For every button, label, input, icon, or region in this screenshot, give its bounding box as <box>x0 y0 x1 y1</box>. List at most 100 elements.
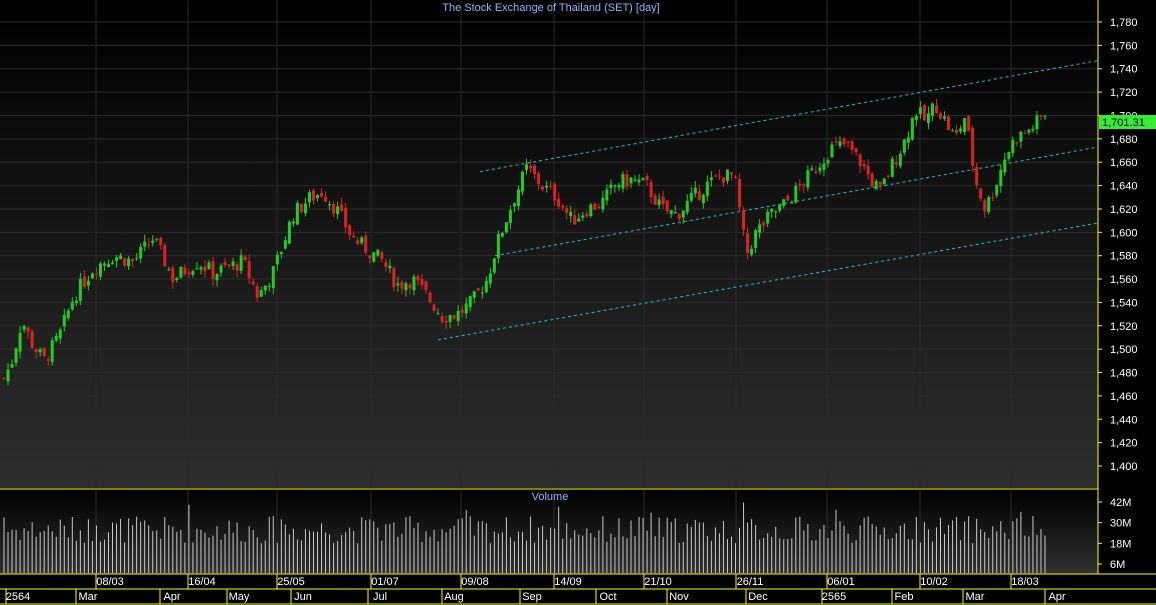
candle-body <box>448 315 452 322</box>
candle-body <box>625 174 629 187</box>
candle-body <box>1043 116 1047 118</box>
candle-body <box>786 195 790 201</box>
candle-body <box>545 185 549 188</box>
candle-body <box>975 166 979 186</box>
candle-body <box>770 208 774 212</box>
last-price-marker: 1,701.31 <box>1099 115 1156 129</box>
candle-body <box>102 263 106 266</box>
candle-body <box>267 285 271 287</box>
candle-body <box>231 261 235 266</box>
candle-body <box>279 251 283 254</box>
price-tick-label: 1,740 <box>1110 64 1138 76</box>
candle-body <box>54 335 58 341</box>
candle-body <box>838 141 842 146</box>
candle-body <box>537 173 541 185</box>
candle-body <box>854 148 858 152</box>
candle-body <box>94 273 98 275</box>
price-tick-label: 1,560 <box>1110 274 1138 286</box>
date-tick-label: 10/02 <box>920 576 948 588</box>
candle-body <box>633 179 637 181</box>
candle-body <box>553 184 557 201</box>
candle-body <box>86 280 90 286</box>
candle-body <box>356 240 360 245</box>
candle-body <box>983 200 987 212</box>
candle-body <box>577 218 581 222</box>
candle-body <box>243 256 247 261</box>
candle-body <box>22 325 26 330</box>
candle-body <box>175 278 179 281</box>
candle-body <box>918 107 922 115</box>
volume-tick-label: 18M <box>1110 538 1131 550</box>
price-tick-label: 1,540 <box>1110 297 1138 309</box>
candle-body <box>685 201 689 213</box>
candle-body <box>500 232 504 237</box>
candle-body <box>930 103 934 116</box>
candle-body <box>693 187 697 194</box>
candle-body <box>734 177 738 179</box>
candle-body <box>151 240 155 243</box>
candle-body <box>291 221 295 224</box>
candle-body <box>798 183 802 186</box>
candle-body <box>778 204 782 211</box>
candle-body <box>295 202 299 225</box>
candle-body <box>464 303 468 314</box>
date-tick-label: 25/05 <box>277 576 305 588</box>
candle-body <box>30 331 34 349</box>
candle-body <box>750 248 754 255</box>
candle-body <box>131 258 135 261</box>
candle-body <box>862 164 866 167</box>
candle-body <box>874 181 878 190</box>
candle-body <box>255 286 259 298</box>
month-tick-label: Oct <box>599 591 616 603</box>
candle-body <box>709 177 713 181</box>
candle-body <box>452 315 456 319</box>
month-tick-label: 2564 <box>6 591 30 603</box>
month-tick-label: Mar <box>966 591 985 603</box>
candle-body <box>934 105 938 114</box>
month-tick-label: Jul <box>373 591 387 603</box>
candle-body <box>70 302 74 310</box>
candle-body <box>416 276 420 281</box>
candle-body <box>139 246 143 259</box>
candle-body <box>107 264 111 267</box>
date-tick-label: 18/03 <box>1011 576 1039 588</box>
candle-body <box>404 283 408 291</box>
candle-body <box>846 141 850 143</box>
candle-body <box>215 274 219 281</box>
candle-body <box>1027 129 1031 133</box>
candle-body <box>701 194 705 204</box>
price-tick-label: 1,400 <box>1110 461 1138 473</box>
price-tick-label: 1,640 <box>1110 181 1138 193</box>
candle-body <box>380 252 384 260</box>
candle-body <box>119 255 123 259</box>
candle-body <box>444 320 448 323</box>
candle-body <box>468 296 472 307</box>
candle-body <box>866 165 870 175</box>
candle-body <box>818 167 822 172</box>
candle-body <box>943 116 947 119</box>
candle-body <box>396 283 400 286</box>
candle-body <box>890 158 894 177</box>
candle-body <box>810 168 814 171</box>
candle-body <box>460 309 464 313</box>
volume-axis: 6M 18M 30M 42M <box>1098 497 1131 571</box>
price-tick-label: 1,580 <box>1110 251 1138 263</box>
candle-body <box>959 128 963 132</box>
candle-body <box>979 188 983 199</box>
candle-body <box>645 175 649 181</box>
candle-body <box>400 282 404 289</box>
candle-body <box>364 235 368 253</box>
candle-body <box>504 222 508 233</box>
candle-body <box>263 285 267 291</box>
candle-body <box>1023 132 1027 134</box>
volume-tick-label: 30M <box>1110 518 1131 530</box>
candle-body <box>669 210 673 215</box>
month-tick-label: Apr <box>163 591 180 603</box>
candle-body <box>601 197 605 210</box>
candle-body <box>520 171 524 192</box>
candle-body <box>211 261 215 280</box>
candle-body <box>223 262 227 266</box>
candle-body <box>283 240 287 249</box>
candle-body <box>340 204 344 211</box>
month-tick-label: May <box>229 591 250 603</box>
